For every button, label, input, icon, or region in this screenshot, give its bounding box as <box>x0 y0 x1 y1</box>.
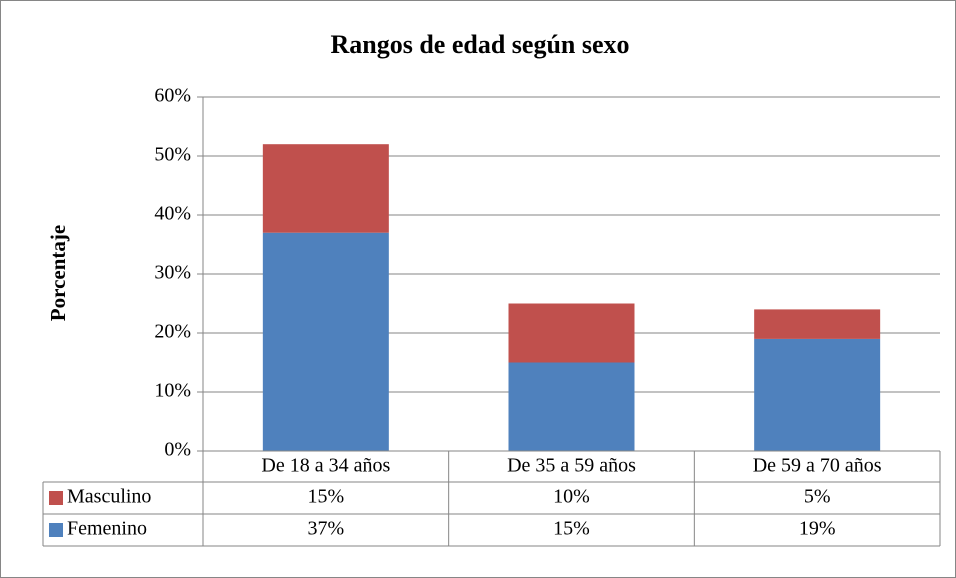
y-axis-label: Porcentaje <box>46 225 70 321</box>
bar-segment <box>508 362 635 451</box>
table-value: 37% <box>307 518 344 540</box>
x-tick-label: De 18 a 34 años <box>261 455 390 477</box>
y-tick-label: 60% <box>154 85 191 107</box>
y-tick-label: 40% <box>154 203 191 225</box>
x-tick-label: De 59 a 70 años <box>753 455 882 477</box>
x-tick-label: De 35 a 59 años <box>507 455 636 477</box>
legend-swatch <box>49 491 63 505</box>
y-tick-label: 10% <box>154 380 191 402</box>
y-tick-label: 0% <box>164 439 191 461</box>
y-tick-label: 30% <box>154 262 191 284</box>
bar-segment <box>262 144 389 233</box>
legend-label: Masculino <box>67 486 151 508</box>
y-tick-label: 50% <box>154 144 191 166</box>
bar-segment <box>754 338 881 451</box>
bar-segment <box>754 309 881 339</box>
chart-title: Rangos de edad según sexo <box>330 30 629 59</box>
table-value: 19% <box>799 518 836 540</box>
table-value: 5% <box>804 486 831 508</box>
table-value: 15% <box>553 518 590 540</box>
bar-segment <box>508 303 635 363</box>
table-value: 15% <box>307 486 344 508</box>
y-tick-label: 20% <box>154 321 191 343</box>
legend-swatch <box>49 523 63 537</box>
table-value: 10% <box>553 486 590 508</box>
bar-segment <box>262 232 389 451</box>
legend-label: Femenino <box>67 518 147 540</box>
